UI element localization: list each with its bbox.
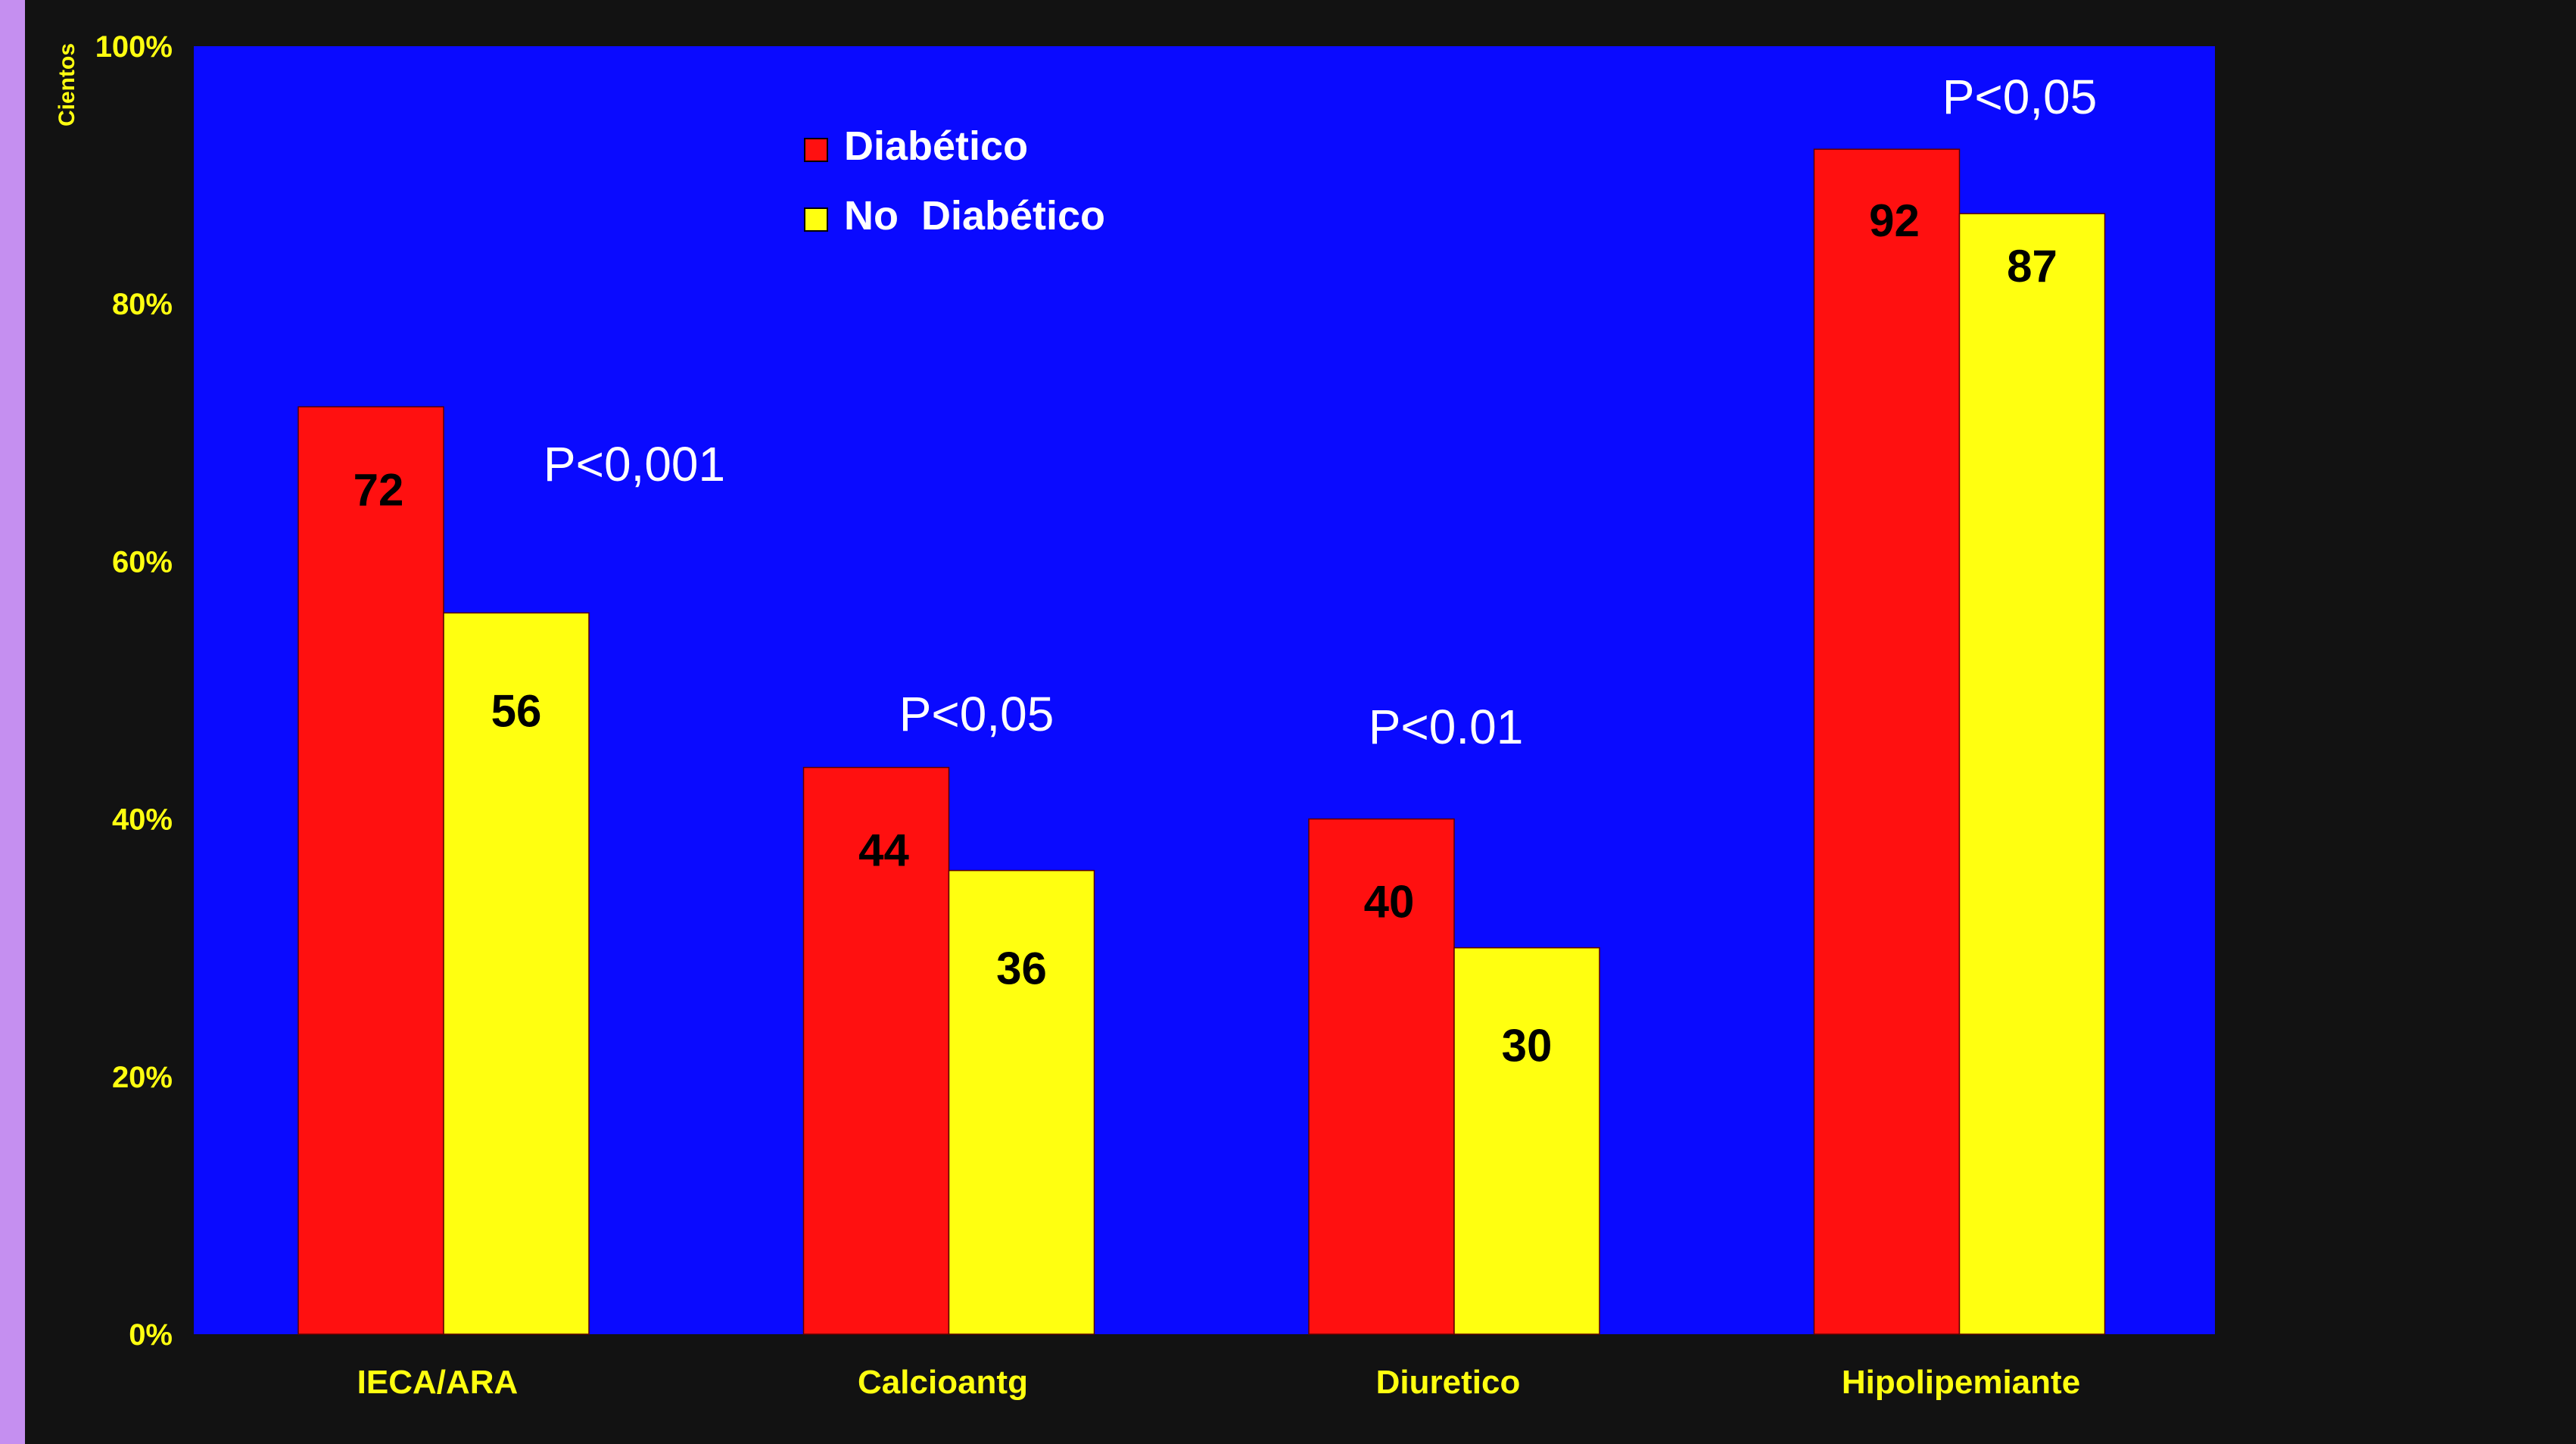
legend-swatch-no-diabetico <box>804 207 828 232</box>
data-label: 87 <box>2007 241 2057 292</box>
data-labels-group: 72 56 44 36 40 30 92 87 <box>354 195 2057 1071</box>
bar-diabetico-0 <box>297 406 444 1335</box>
bar-no-diabetico-0 <box>443 612 590 1335</box>
x-tick-label: IECA/ARA <box>357 1364 519 1401</box>
x-axis: IECA/ARA Calcioantg Diuretico Hipolipemiant… <box>357 1364 2081 1401</box>
bar-no-diabetico-3 <box>1958 213 2106 1335</box>
x-tick-label: Diuretico <box>1376 1364 1521 1401</box>
bar-no-diabetico-2 <box>1453 947 1600 1335</box>
y-tick-label: 40% <box>112 803 173 837</box>
data-label: 30 <box>1502 1021 1553 1071</box>
data-label: 36 <box>996 943 1047 994</box>
bar-diabetico-2 <box>1308 818 1455 1335</box>
bar-no-diabetico-1 <box>948 869 1095 1335</box>
legend-label: Diabético <box>844 123 1028 169</box>
data-label: 72 <box>354 464 404 515</box>
y-axis: 0% 20% 40% 60% 80% 100% <box>95 30 173 1352</box>
y-tick-label: 20% <box>112 1061 173 1094</box>
data-label: 92 <box>1869 195 1920 246</box>
y-tick-label: 80% <box>112 288 173 321</box>
p-value-annotation: P<0,001 <box>544 437 725 491</box>
bars-group <box>297 148 2106 1335</box>
legend: Diabético No Diabético <box>804 123 1105 239</box>
legend-swatch-diabetico <box>804 138 828 162</box>
y-tick-label: 0% <box>129 1318 173 1352</box>
x-tick-label: Calcioantg <box>858 1364 1028 1401</box>
x-tick-label: Hipolipemiante <box>1842 1364 2080 1401</box>
slide-left-strip <box>0 0 25 1444</box>
legend-label: No Diabético <box>844 193 1105 239</box>
y-tick-label: 60% <box>112 545 173 579</box>
p-value-annotation: P<0,05 <box>1942 70 2098 124</box>
p-value-annotations: P<0,001 P<0,05 P<0.01 P<0,05 <box>544 70 2097 754</box>
y-axis-label: Cientos <box>55 43 79 126</box>
bar-diabetico-3 <box>1813 148 1961 1335</box>
data-label: 56 <box>491 685 542 736</box>
data-label: 40 <box>1364 877 1415 928</box>
data-label: 44 <box>858 825 909 876</box>
p-value-annotation: P<0,05 <box>899 687 1054 741</box>
p-value-annotation: P<0.01 <box>1369 700 1524 754</box>
y-tick-label: 100% <box>95 30 173 64</box>
bar-diabetico-1 <box>802 766 950 1335</box>
